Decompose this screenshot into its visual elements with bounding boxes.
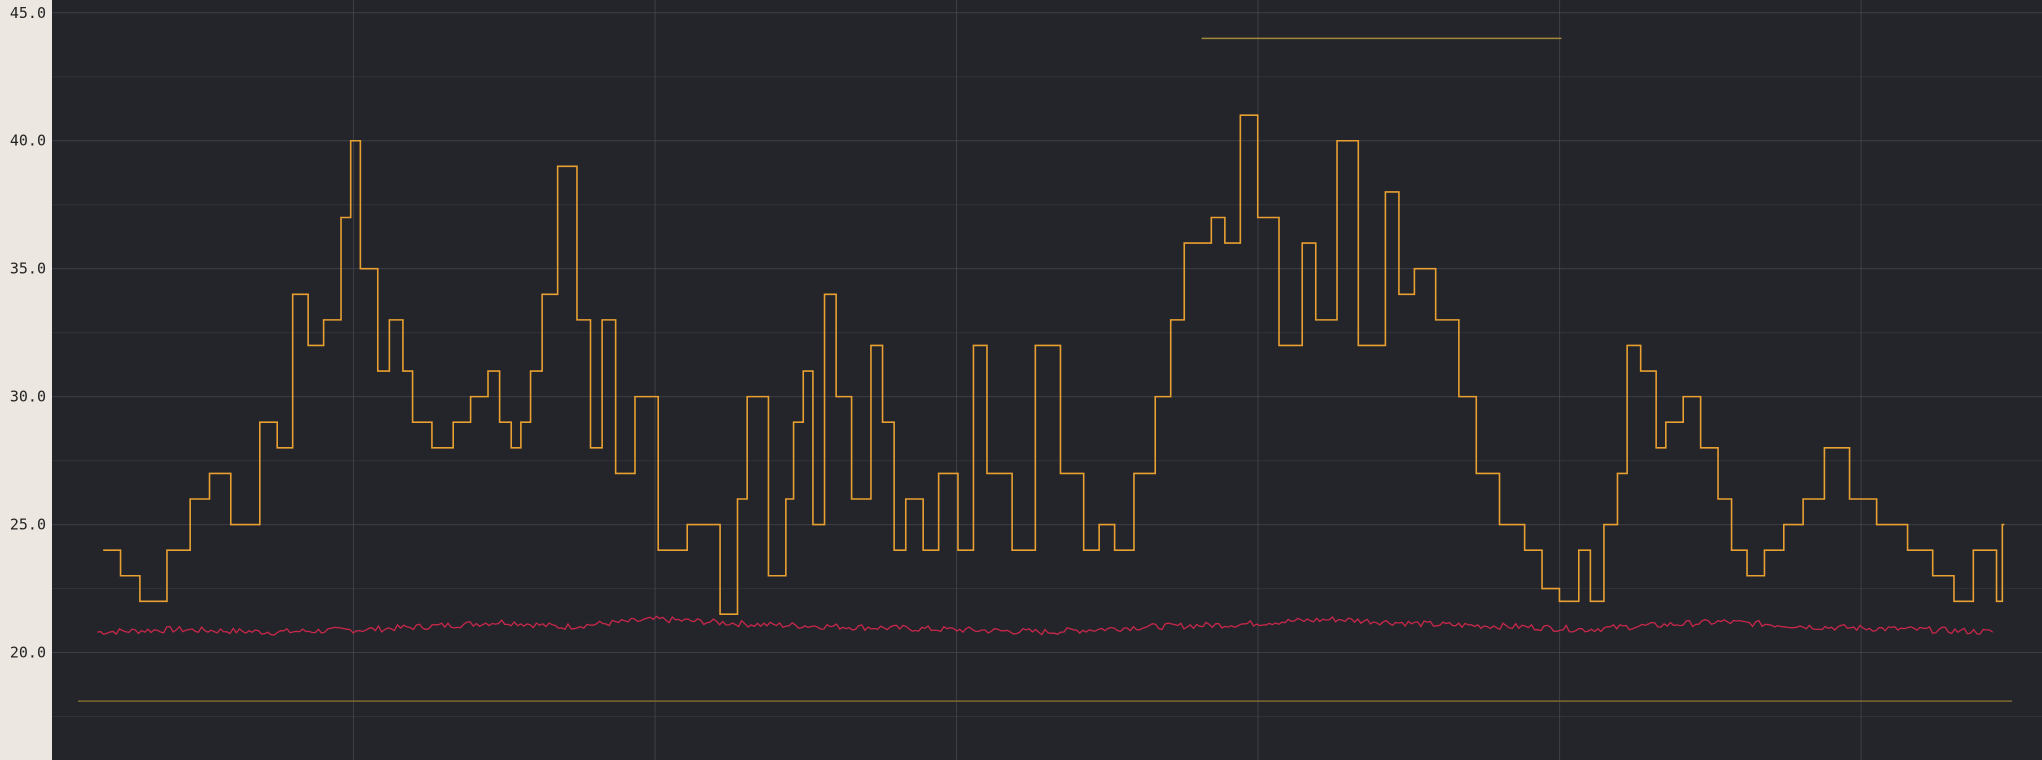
y-tick-label: 35.0	[10, 260, 46, 278]
reference-lines	[78, 37, 2012, 702]
y-tick-label: 45.0	[10, 4, 46, 22]
y-tick-label: 20.0	[10, 644, 46, 662]
plot-area	[52, 0, 2042, 760]
series-line-1	[103, 114, 2005, 615]
y-tick-label: 40.0	[10, 132, 46, 150]
y-tick-label: 25.0	[10, 516, 46, 534]
gridlines	[52, 0, 2042, 760]
y-tick-label: 30.0	[10, 388, 46, 406]
series-group	[97, 114, 2005, 636]
series-line-2	[97, 615, 1994, 636]
y-axis-ticks: 20.0 25.0 30.0 35.0 40.0 45.0	[10, 4, 46, 662]
